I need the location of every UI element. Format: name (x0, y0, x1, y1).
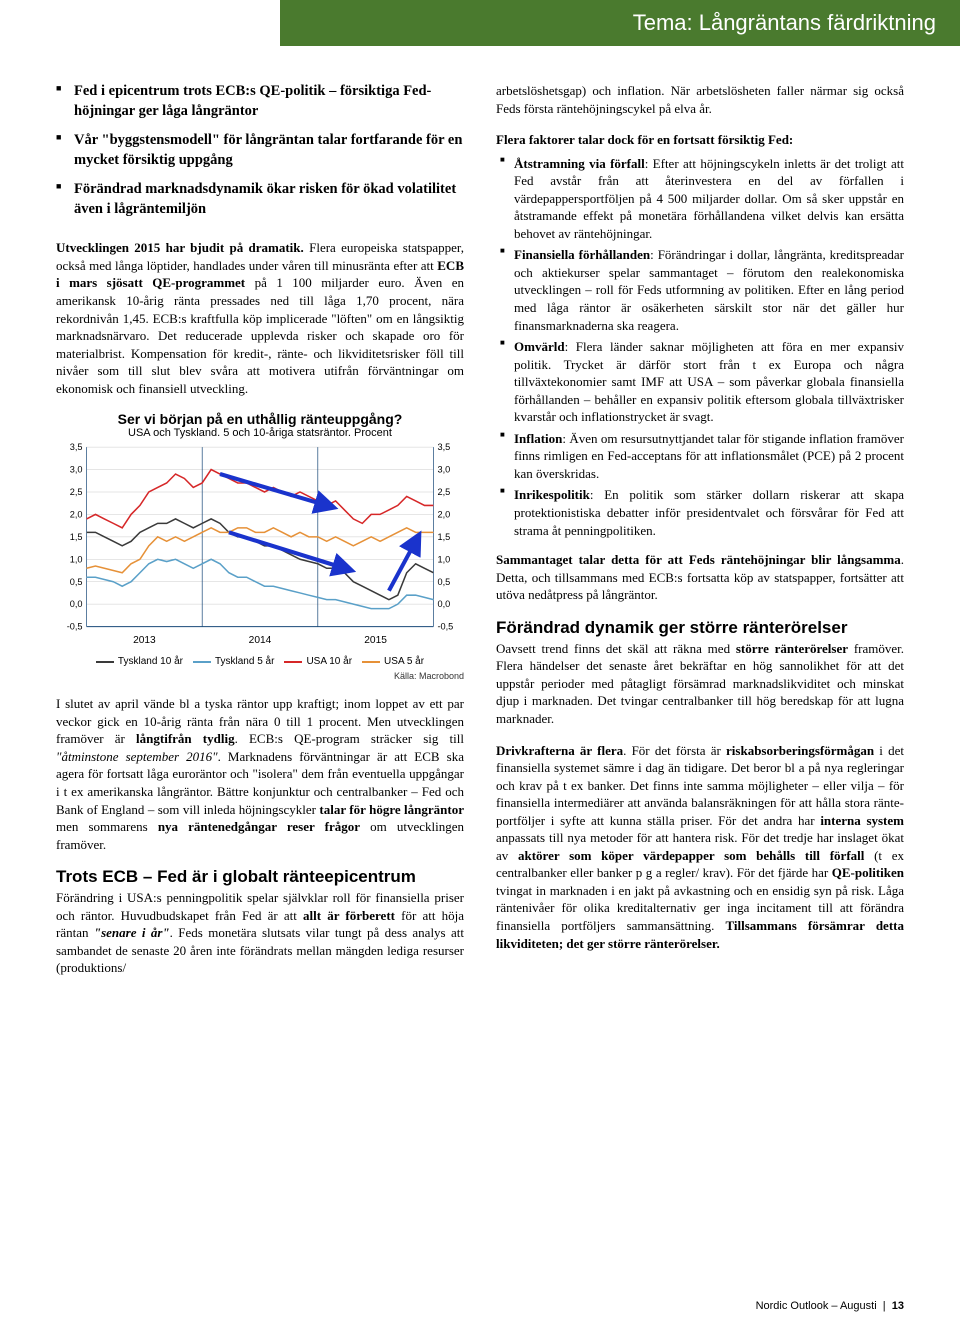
chart-title: Ser vi början på en uthållig ränteuppgån… (56, 411, 464, 427)
right-section-heading: Förändrad dynamik ger större ränterörels… (496, 618, 904, 638)
legend-item: USA 10 år (284, 656, 352, 667)
publication-name: Nordic Outlook – Augusti (756, 1300, 877, 1312)
factor-item: Omvärld: Flera länder saknar möjligheten… (496, 338, 904, 426)
right-paragraph-3: Drivkrafterna är flera. För det första ä… (496, 742, 904, 953)
svg-text:3,5: 3,5 (70, 443, 83, 452)
svg-text:2,0: 2,0 (437, 510, 450, 520)
right-column: arbetslöshetsgap) och inflation. När arb… (496, 82, 904, 991)
svg-text:0,5: 0,5 (70, 577, 83, 587)
intro-bullet: Fed i epicentrum trots ECB:s QE-politik … (56, 82, 464, 121)
page-footer: Nordic Outlook – Augusti | 13 (756, 1300, 904, 1312)
rates-chart: Ser vi början på en uthållig ränteuppgån… (56, 411, 464, 681)
svg-text:2,5: 2,5 (70, 487, 83, 497)
svg-text:1,0: 1,0 (70, 555, 83, 565)
content-columns: Fed i epicentrum trots ECB:s QE-politik … (0, 82, 960, 991)
factor-item: Åtstramning via förfall: Efter att höjni… (496, 155, 904, 243)
factors-heading: Flera faktorer talar dock för en fortsat… (496, 131, 904, 149)
chart-svg: 3,5 3,5 3,0 3,0 2,5 2,5 2,0 2,0 1,5 1,5 1,0 1,0 0,5 0… (56, 443, 464, 647)
svg-text:2,5: 2,5 (437, 487, 450, 497)
legend-item: Tyskland 5 år (193, 656, 274, 667)
svg-text:2,0: 2,0 (70, 510, 83, 520)
page-number: 13 (892, 1300, 904, 1312)
legend-item: USA 5 år (362, 656, 424, 667)
svg-text:0,0: 0,0 (70, 600, 83, 610)
factor-item: Inflation: Även om resursutnyttjandet ta… (496, 430, 904, 483)
chart-source: Källa: Macrobond (56, 671, 464, 681)
factors-list: Åtstramning via förfall: Efter att höjni… (496, 155, 904, 539)
page-banner: Tema: Långräntans färdriktning (280, 0, 960, 46)
right-paragraph-2: Oavsett trend finns det skäl att räkna m… (496, 640, 904, 728)
left-column: Fed i epicentrum trots ECB:s QE-politik … (56, 82, 464, 991)
left-section-heading: Trots ECB – Fed är i globalt ränteepicen… (56, 867, 464, 887)
svg-text:0,0: 0,0 (437, 600, 450, 610)
svg-text:3,5: 3,5 (437, 443, 450, 452)
svg-text:2014: 2014 (249, 635, 272, 646)
factor-item: Inrikespolitik: En politik som stärker d… (496, 486, 904, 539)
svg-text:2015: 2015 (364, 635, 387, 646)
svg-text:-0,5: -0,5 (67, 622, 83, 632)
legend-item: Tyskland 10 år (96, 656, 183, 667)
intro-bullet-list: Fed i epicentrum trots ECB:s QE-politik … (56, 82, 464, 219)
chart-canvas: 3,5 3,5 3,0 3,0 2,5 2,5 2,0 2,0 1,5 1,5 1,0 1,0 0,5 0… (56, 443, 464, 652)
right-paragraph-1: Sammantaget talar detta för att Feds rän… (496, 551, 904, 604)
left-paragraph-3: Förändring i USA:s penningpolitik spelar… (56, 889, 464, 977)
chart-subtitle: USA och Tyskland. 5 och 10-åriga statsrä… (56, 427, 464, 439)
intro-bullet: Vår "byggstensmodell" för långräntan tal… (56, 131, 464, 170)
factor-item: Finansiella förhållanden: Förändringar i… (496, 246, 904, 334)
svg-text:-0,5: -0,5 (437, 622, 453, 632)
left-paragraph-1: Utvecklingen 2015 har bjudit på dramatik… (56, 239, 464, 397)
svg-text:1,5: 1,5 (70, 532, 83, 542)
chart-legend: Tyskland 10 år Tyskland 5 år USA 10 år USA … (56, 656, 464, 667)
left-paragraph-2: I slutet av april vände bl a tyska ränto… (56, 695, 464, 853)
svg-text:1,0: 1,0 (437, 555, 450, 565)
svg-text:3,0: 3,0 (437, 465, 450, 475)
svg-text:2013: 2013 (133, 635, 156, 646)
svg-text:0,5: 0,5 (437, 577, 450, 587)
svg-text:1,5: 1,5 (437, 532, 450, 542)
intro-bullet: Förändrad marknadsdynamik ökar risken fö… (56, 180, 464, 219)
right-paragraph-0: arbetslöshetsgap) och inflation. När arb… (496, 82, 904, 117)
svg-text:3,0: 3,0 (70, 465, 83, 475)
